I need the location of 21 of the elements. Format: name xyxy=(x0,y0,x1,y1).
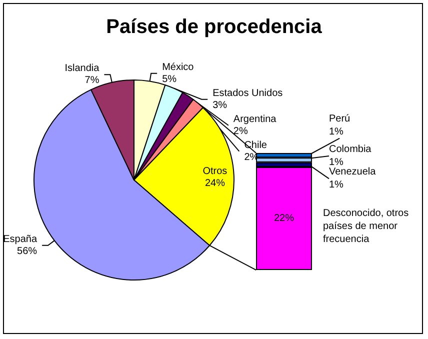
data-label: 22% xyxy=(274,213,294,224)
slice-label: Otros xyxy=(202,166,228,177)
slice-label: España xyxy=(3,234,38,245)
chart-title: Países de procedencia xyxy=(106,16,323,38)
data-label: 1% xyxy=(329,157,344,168)
data-label: 24% xyxy=(204,178,226,189)
text: Perú xyxy=(329,113,350,124)
data-label: 1% xyxy=(329,126,344,138)
slice-label: Islandia xyxy=(64,63,100,74)
slice-label: México xyxy=(162,62,194,73)
data-label: 5% xyxy=(162,74,177,85)
data-label: 2% xyxy=(233,126,248,137)
series-label: Colombia xyxy=(329,144,372,156)
data-label: 7% xyxy=(84,75,100,86)
slice-label: Estados Unidos xyxy=(212,88,283,99)
data-label: 1% xyxy=(329,180,344,191)
series-label: Desconocido, otros países de menor frecuencia xyxy=(323,208,412,246)
slice-label: Argentina xyxy=(233,114,277,125)
data-label: 3% xyxy=(212,100,228,111)
data-label: 56% xyxy=(17,246,38,257)
legend-label: Venezuela xyxy=(329,166,376,178)
